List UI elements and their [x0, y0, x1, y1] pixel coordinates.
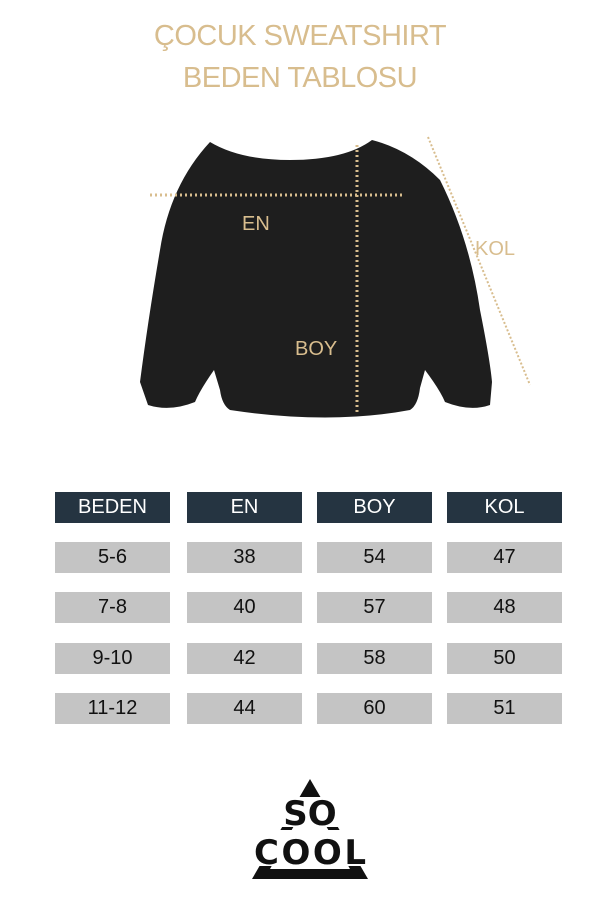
cell-kol: 47	[447, 542, 562, 573]
kol-measure-line	[427, 136, 531, 386]
cell-size: 7-8	[55, 592, 170, 623]
header-kol: KOL	[447, 492, 562, 523]
svg-text:SO: SO	[283, 794, 336, 834]
cell-en: 42	[187, 643, 302, 674]
kol-label: KOL	[475, 238, 516, 260]
title-line-2: BEDEN TABLOSU	[182, 62, 418, 94]
sweatshirt-diagram	[140, 136, 531, 418]
cell-boy: 60	[317, 693, 432, 724]
cell-kol: 50	[447, 643, 562, 674]
so-cool-logo: SO COOL	[252, 779, 368, 879]
cell-size: 5-6	[55, 542, 170, 573]
cell-boy: 58	[317, 643, 432, 674]
title-line-1: ÇOCUK SWEATSHIRT	[153, 20, 447, 52]
svg-text:COOL: COOL	[254, 833, 366, 873]
header-boy: BOY	[317, 492, 432, 523]
header-en: EN	[187, 492, 302, 523]
sweatshirt-shape	[140, 140, 492, 418]
cell-kol: 51	[447, 693, 562, 724]
cell-size: 9-10	[55, 643, 170, 674]
cell-en: 44	[187, 693, 302, 724]
cell-en: 38	[187, 542, 302, 573]
cell-boy: 54	[317, 542, 432, 573]
cell-boy: 57	[317, 592, 432, 623]
en-label: EN	[242, 213, 270, 235]
cell-kol: 48	[447, 592, 562, 623]
cell-size: 11-12	[55, 693, 170, 724]
header-beden: BEDEN	[55, 492, 170, 523]
boy-label: BOY	[295, 338, 338, 360]
cell-en: 40	[187, 592, 302, 623]
